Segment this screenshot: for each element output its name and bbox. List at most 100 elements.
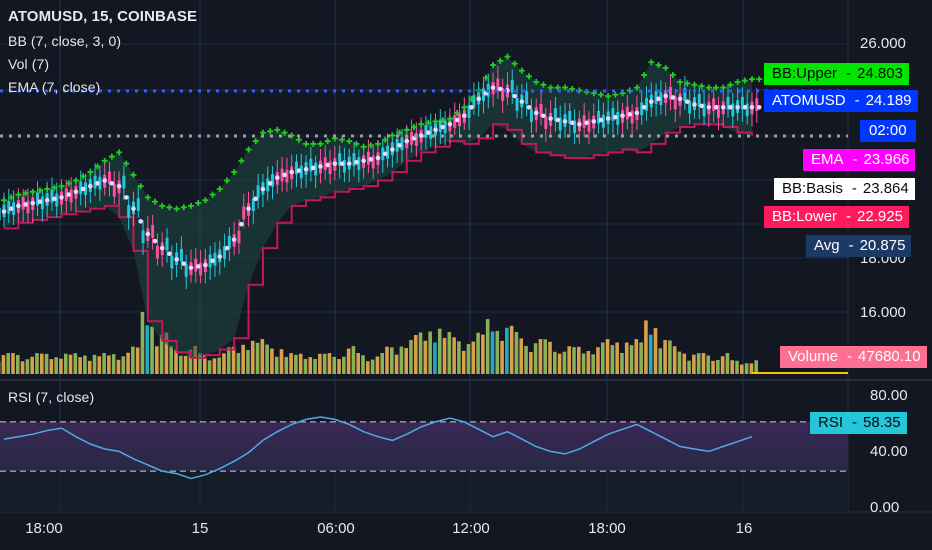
volume-bar xyxy=(83,355,87,374)
ema-legend[interactable]: EMA (7, close) xyxy=(8,79,101,95)
time-tick-label: 16 xyxy=(735,520,753,537)
volume-bar xyxy=(437,328,442,374)
candle-body xyxy=(467,105,471,118)
volume-bar xyxy=(298,353,303,374)
volume-bar xyxy=(461,350,466,374)
volume-bar xyxy=(399,346,404,374)
volume-bar xyxy=(274,356,279,374)
volume-bar xyxy=(44,353,49,374)
ema-dot xyxy=(44,197,50,203)
volume-legend[interactable]: Vol (7) xyxy=(8,56,50,72)
candle-body xyxy=(314,162,318,176)
ema-dot xyxy=(706,104,712,110)
ema-dot xyxy=(447,121,453,127)
volume-bar xyxy=(380,353,384,374)
volume-bar xyxy=(25,359,30,374)
price-tag-name: ATOMUSD xyxy=(772,92,846,109)
avg-tag-sep: - xyxy=(848,237,854,254)
ema-dot xyxy=(181,261,187,266)
candle-body xyxy=(688,100,692,114)
ema-dot xyxy=(720,104,726,110)
candle-body xyxy=(611,108,615,121)
candle-body xyxy=(36,192,40,206)
candle-body xyxy=(544,116,548,129)
candle-body xyxy=(654,91,658,104)
volume-bar xyxy=(524,345,528,374)
volume-bar xyxy=(529,352,533,374)
volume-bar xyxy=(687,360,691,374)
volume-bar xyxy=(701,353,706,374)
volume-bar xyxy=(553,351,557,374)
volume-bar xyxy=(600,342,605,374)
ema-dot xyxy=(533,110,539,116)
volume-bar xyxy=(361,355,365,374)
candle-body xyxy=(0,207,1,221)
time-tick-label: 06:00 xyxy=(317,520,355,537)
bb-legend[interactable]: BB (7, close, 3, 0) xyxy=(8,33,122,49)
volume-tag-value: 47680.10 xyxy=(858,348,921,365)
candle-body xyxy=(616,112,620,125)
symbol-legend[interactable]: ATOMUSD, 15, COINBASE xyxy=(8,8,198,25)
ema-dot xyxy=(440,124,446,130)
volume-bar xyxy=(457,341,461,374)
volume-bar xyxy=(557,353,562,374)
volume-bar xyxy=(284,356,289,374)
volume-bar xyxy=(30,356,34,374)
ema-dot xyxy=(59,195,64,200)
candle-body xyxy=(386,145,390,159)
volume-bar xyxy=(174,349,178,374)
bb-basis-tag-sep: - xyxy=(851,180,857,197)
horizontal-levels xyxy=(0,89,848,138)
ema-dot xyxy=(23,202,28,207)
rsi-tick-label: 0.00 xyxy=(870,499,900,516)
ema-dot xyxy=(418,133,424,138)
candle-body xyxy=(64,188,68,202)
candle-body xyxy=(98,176,102,190)
bb-lower-tag-name: BB:Lower xyxy=(772,208,838,225)
ema-dot xyxy=(555,117,561,123)
volume-bar xyxy=(634,339,639,374)
volume-bar xyxy=(270,348,274,374)
rsi-band xyxy=(0,421,848,472)
candle-body xyxy=(112,183,116,197)
candle-body xyxy=(443,120,447,134)
volume-bar xyxy=(509,325,514,374)
volume-bar xyxy=(538,339,543,374)
candle-body xyxy=(381,147,385,161)
volume-bar xyxy=(481,334,485,374)
ema-dot xyxy=(728,104,733,110)
volume-bar xyxy=(102,353,106,374)
volume-bar xyxy=(179,355,183,374)
ema-dot xyxy=(325,162,330,168)
candle-body xyxy=(587,119,591,132)
rsi-tag: RSI -58.35 xyxy=(810,412,907,434)
volume-bar xyxy=(155,346,159,374)
volume-bar xyxy=(385,346,389,374)
volume-bar xyxy=(169,346,174,374)
candle-body xyxy=(93,175,97,189)
candle-body xyxy=(625,106,629,120)
ema-dot xyxy=(476,96,481,102)
ema-dot xyxy=(30,200,36,206)
candle-body xyxy=(529,109,533,122)
rsi-path xyxy=(3,416,753,480)
volume-bar xyxy=(548,341,552,374)
volume-bar xyxy=(131,346,135,374)
volume-bar xyxy=(308,357,313,374)
ema-dot xyxy=(634,110,640,116)
volume-bar xyxy=(409,339,413,374)
time-tick-label: 15 xyxy=(191,520,209,537)
candle-body xyxy=(697,94,701,107)
candle-body xyxy=(712,98,716,111)
ema-dot xyxy=(426,130,431,135)
volume-bar xyxy=(236,353,241,374)
volume-bar xyxy=(663,340,667,374)
time-tick-label: 12:00 xyxy=(452,520,490,537)
ema-dot xyxy=(699,103,704,109)
ema-dot xyxy=(73,189,79,195)
time-tick-label: 18:00 xyxy=(588,520,626,537)
ema-dot xyxy=(354,159,359,165)
rsi-legend[interactable]: RSI (7, close) xyxy=(8,389,95,405)
ema-tag-sep: - xyxy=(852,151,858,168)
ema-dot xyxy=(649,99,654,104)
